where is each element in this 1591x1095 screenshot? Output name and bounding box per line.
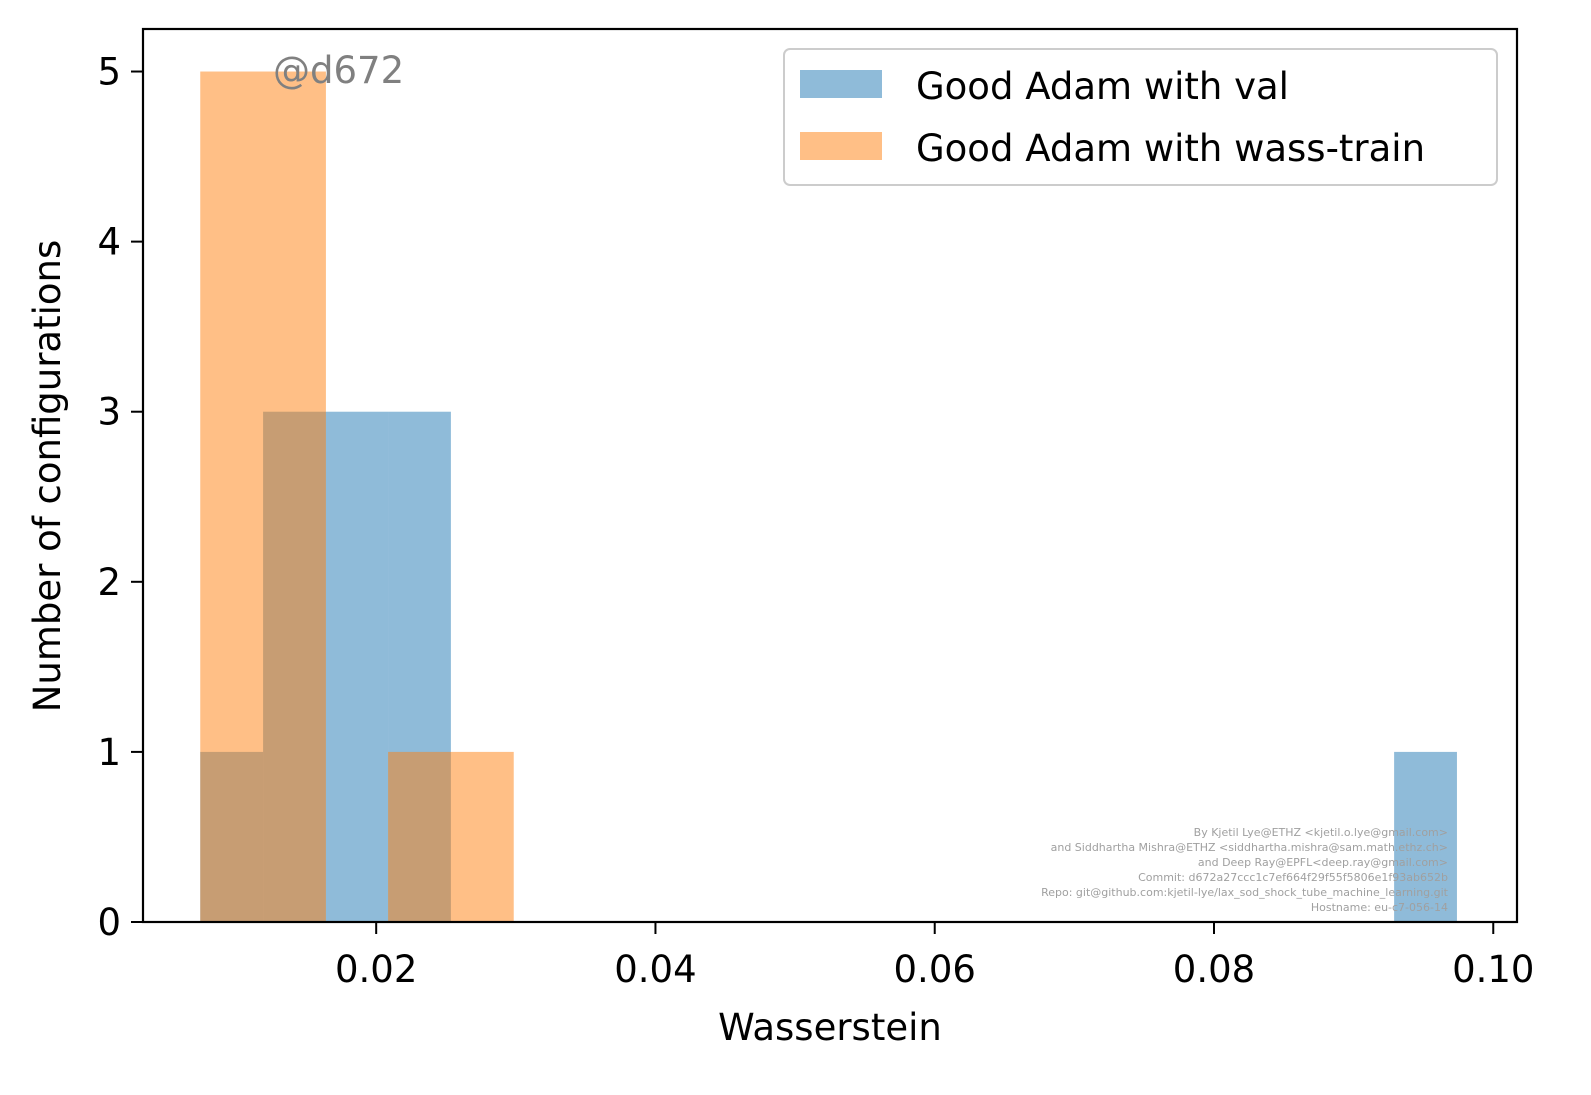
plot-area-frame bbox=[141, 27, 1519, 924]
bars-layer bbox=[200, 71, 1457, 923]
legend-box bbox=[783, 48, 1498, 186]
y-tick-label: 5 bbox=[97, 51, 121, 94]
histogram-bar-wass-train bbox=[200, 71, 326, 923]
y-axis-ticks: 0 1 2 3 4 5 bbox=[97, 51, 143, 944]
x-tick-label: 0.02 bbox=[335, 948, 417, 991]
y-tick-label: 1 bbox=[97, 731, 121, 774]
credits-block: By Kjetil Lye@ETHZ <kjetil.o.lye@gmail.c… bbox=[1041, 826, 1449, 914]
y-tick-label: 3 bbox=[97, 391, 121, 434]
credits-line: Commit: d672a27ccc1c7ef664f29f55f5806e1f… bbox=[1138, 871, 1448, 884]
legend-swatch-wass-train bbox=[800, 132, 882, 160]
histogram-bar-wass-train bbox=[388, 751, 514, 922]
histogram-bar-val bbox=[1394, 751, 1457, 922]
histogram-bar-val bbox=[325, 411, 389, 922]
x-tick-label: 0.10 bbox=[1452, 948, 1534, 991]
x-axis-label: Wasserstein bbox=[718, 1006, 942, 1049]
y-axis-label: Number of configurations bbox=[26, 240, 69, 713]
watermark-text: @d672 bbox=[273, 49, 404, 92]
legend-swatch-val bbox=[800, 70, 882, 98]
x-tick-label: 0.06 bbox=[894, 948, 976, 991]
y-tick-label: 0 bbox=[97, 901, 121, 944]
x-axis-ticks: 0.02 0.04 0.06 0.08 0.10 bbox=[335, 922, 1534, 991]
y-tick-label: 2 bbox=[97, 561, 121, 604]
legend-label-wass-train: Good Adam with wass-train bbox=[916, 127, 1425, 170]
credits-line: By Kjetil Lye@ETHZ <kjetil.o.lye@gmail.c… bbox=[1194, 826, 1448, 839]
legend: Good Adam with val Good Adam with wass-t… bbox=[783, 48, 1498, 186]
x-tick-label: 0.04 bbox=[614, 948, 696, 991]
y-tick-label: 4 bbox=[97, 221, 121, 264]
x-tick-label: 0.08 bbox=[1173, 948, 1255, 991]
credits-line: Repo: git@github.com:kjetil-lye/lax_sod_… bbox=[1041, 886, 1449, 899]
credits-line: and Deep Ray@EPFL<deep.ray@gmail.com> bbox=[1198, 856, 1448, 869]
credits-line: Hostname: eu-c7-056-14 bbox=[1311, 901, 1448, 914]
credits-line: and Siddhartha Mishra@ETHZ <siddhartha.m… bbox=[1051, 841, 1448, 854]
legend-label-val: Good Adam with val bbox=[916, 65, 1289, 108]
